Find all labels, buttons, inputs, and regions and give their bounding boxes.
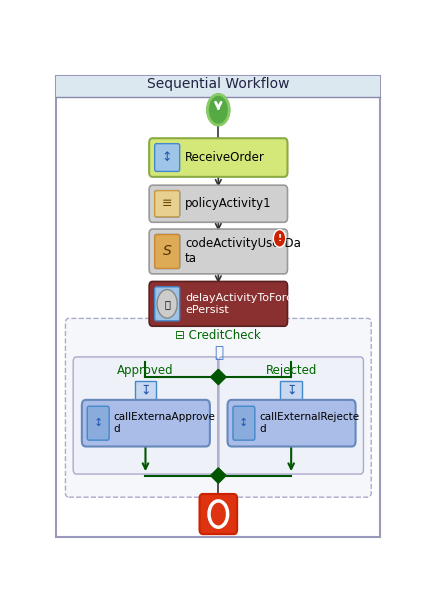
FancyBboxPatch shape [227,400,356,447]
FancyBboxPatch shape [56,76,380,537]
Text: ↕: ↕ [162,151,173,164]
Text: ReceiveOrder: ReceiveOrder [185,151,265,164]
Circle shape [157,290,177,318]
FancyBboxPatch shape [199,494,237,534]
Polygon shape [210,369,226,385]
FancyBboxPatch shape [87,406,109,440]
FancyBboxPatch shape [233,406,255,440]
Circle shape [207,95,229,125]
FancyBboxPatch shape [155,234,180,268]
Text: !: ! [277,234,282,243]
Text: Approved: Approved [117,364,174,378]
FancyBboxPatch shape [219,357,363,474]
Text: ≡: ≡ [162,197,173,210]
Text: Sequential Workflow: Sequential Workflow [147,77,290,92]
FancyBboxPatch shape [149,185,288,222]
FancyBboxPatch shape [149,282,288,326]
FancyBboxPatch shape [149,229,288,274]
FancyBboxPatch shape [155,191,180,217]
Text: S: S [163,245,172,259]
FancyBboxPatch shape [82,400,210,447]
Text: codeActivityUserDa
ta: codeActivityUserDa ta [185,237,301,265]
Polygon shape [210,468,226,483]
Text: Rejected: Rejected [265,364,317,378]
Text: ↧: ↧ [140,384,151,396]
FancyBboxPatch shape [56,76,380,98]
Text: ↕: ↕ [94,418,103,428]
Circle shape [273,229,286,247]
FancyBboxPatch shape [155,144,180,171]
Text: ↕: ↕ [239,418,249,428]
Text: delayActivityToForc
ePersist: delayActivityToForc ePersist [185,293,292,314]
FancyBboxPatch shape [155,234,180,268]
Text: ⊟ CreditCheck: ⊟ CreditCheck [176,329,261,342]
Text: ↧: ↧ [286,384,296,396]
FancyBboxPatch shape [155,287,180,321]
Text: ⛹: ⛹ [214,345,223,360]
Text: ⏱: ⏱ [164,299,170,309]
FancyBboxPatch shape [149,138,288,177]
FancyBboxPatch shape [73,357,218,474]
FancyBboxPatch shape [155,191,180,217]
FancyBboxPatch shape [135,381,156,402]
Text: callExternaApprove
d: callExternaApprove d [114,412,216,434]
Text: policyActivity1: policyActivity1 [185,197,272,210]
FancyBboxPatch shape [66,319,371,497]
Text: callExternalRejecte
d: callExternalRejecte d [259,412,360,434]
FancyBboxPatch shape [280,381,302,402]
